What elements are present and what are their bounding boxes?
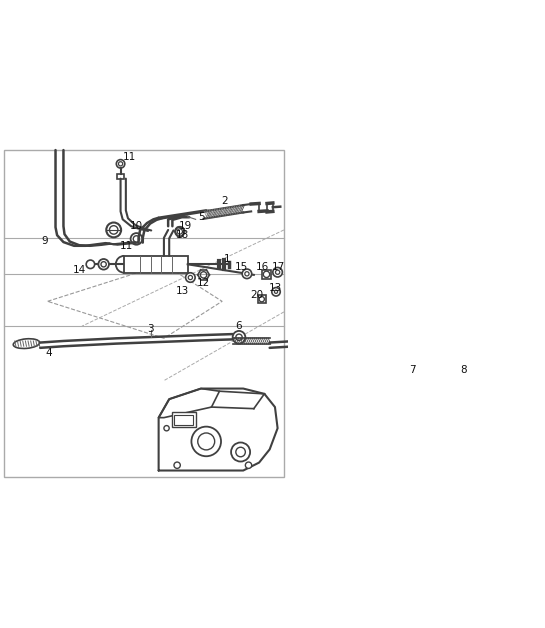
Text: 5: 5 xyxy=(198,212,204,222)
Text: 7: 7 xyxy=(409,365,416,375)
Text: 20: 20 xyxy=(250,290,263,300)
Text: 18: 18 xyxy=(176,230,189,241)
Circle shape xyxy=(233,331,245,344)
Text: 14: 14 xyxy=(72,264,86,274)
Bar xyxy=(262,269,271,279)
Bar xyxy=(174,415,193,425)
Circle shape xyxy=(106,222,121,237)
Text: 1: 1 xyxy=(224,254,231,264)
Text: 16: 16 xyxy=(256,262,269,272)
Circle shape xyxy=(86,260,95,269)
Circle shape xyxy=(272,288,280,296)
Text: 19: 19 xyxy=(178,221,192,231)
Text: 17: 17 xyxy=(272,262,285,272)
Circle shape xyxy=(174,462,180,468)
Bar xyxy=(124,256,187,273)
Circle shape xyxy=(175,227,185,236)
Text: 3: 3 xyxy=(147,324,154,334)
Circle shape xyxy=(98,259,109,269)
Text: 9: 9 xyxy=(41,236,49,246)
Text: 15: 15 xyxy=(235,262,249,272)
Text: 11: 11 xyxy=(123,153,136,163)
Circle shape xyxy=(131,233,142,245)
Bar xyxy=(257,295,266,303)
Text: 11: 11 xyxy=(120,241,134,251)
Text: 13: 13 xyxy=(176,286,189,296)
Text: 2: 2 xyxy=(221,196,228,206)
Circle shape xyxy=(231,443,250,462)
Circle shape xyxy=(245,462,252,468)
Circle shape xyxy=(191,426,221,456)
Text: 13: 13 xyxy=(268,283,282,293)
Circle shape xyxy=(273,268,282,277)
Bar xyxy=(117,175,124,178)
Circle shape xyxy=(186,273,195,282)
Circle shape xyxy=(164,426,169,431)
Circle shape xyxy=(242,269,252,279)
Circle shape xyxy=(346,300,353,308)
Text: 4: 4 xyxy=(45,348,52,358)
Text: 10: 10 xyxy=(130,221,143,231)
Text: 12: 12 xyxy=(196,278,210,288)
Text: 6: 6 xyxy=(235,321,243,331)
Bar xyxy=(172,413,196,427)
Text: 8: 8 xyxy=(460,365,467,375)
